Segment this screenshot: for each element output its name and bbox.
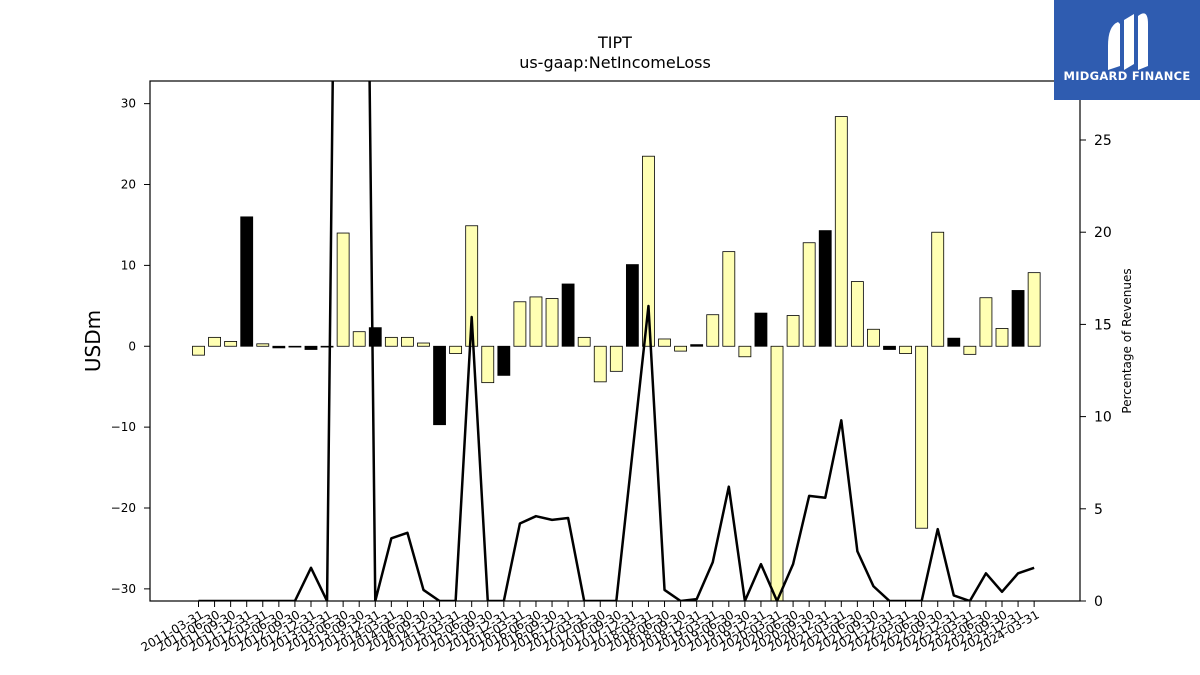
y-tick-label: −20	[111, 501, 136, 515]
bar	[208, 336, 221, 347]
bar	[288, 345, 302, 348]
bar	[995, 328, 1009, 347]
bar	[770, 345, 784, 601]
axes: −30−20−10010203005101520252011-03-312011…	[111, 97, 1112, 655]
bar	[272, 345, 286, 349]
bar	[625, 264, 639, 347]
bar	[802, 242, 816, 347]
y-tick-label: 0	[128, 339, 136, 353]
bar-series	[192, 116, 1041, 601]
bar	[609, 345, 623, 372]
bar	[336, 232, 350, 347]
brand-logo: MIDGARD FINANCE	[1054, 0, 1200, 100]
bar	[561, 283, 575, 347]
bar	[577, 336, 591, 347]
plot-frame	[149, 80, 1081, 602]
y2-axis-label: Percentage of Revenues	[1120, 268, 1134, 413]
bar	[706, 314, 720, 347]
y2-tick-label: 15	[1094, 317, 1112, 333]
bar	[304, 345, 318, 350]
bar	[690, 344, 704, 347]
bar	[240, 216, 254, 347]
bar	[658, 338, 671, 347]
bar	[513, 301, 527, 347]
bar	[449, 345, 463, 354]
bar	[529, 296, 543, 347]
bar	[722, 251, 736, 347]
bar	[497, 345, 511, 376]
bar	[850, 281, 864, 347]
bar	[931, 231, 945, 347]
chart-subtitle: us-gaap:NetIncomeLoss	[519, 53, 711, 72]
bar	[192, 345, 205, 356]
bar	[256, 343, 270, 347]
y-tick-label: −10	[111, 420, 136, 434]
bar	[545, 298, 559, 347]
logo-mark-icon	[1108, 13, 1148, 70]
bar	[786, 315, 800, 347]
bar	[963, 345, 977, 355]
bar	[674, 345, 687, 352]
y-tick-label: 30	[121, 97, 136, 111]
y2-tick-label: 5	[1094, 502, 1103, 518]
y2-tick-label: 10	[1094, 410, 1112, 426]
bar	[481, 345, 495, 384]
bar	[593, 345, 607, 383]
y2-tick-label: 0	[1094, 594, 1103, 610]
y2-tick-label: 20	[1094, 225, 1112, 241]
bar	[834, 116, 848, 347]
bar	[979, 297, 993, 347]
bar	[401, 336, 414, 347]
bar	[642, 155, 655, 347]
percentage-line	[198, 81, 1035, 601]
chart-title: TIPT	[597, 33, 632, 52]
bar	[368, 327, 382, 347]
y-tick-label: −30	[111, 582, 136, 596]
bar	[1027, 272, 1041, 347]
bar	[899, 345, 912, 354]
y-tick-label: 10	[121, 258, 136, 272]
bar	[754, 312, 768, 347]
bar	[738, 345, 752, 358]
bar	[947, 337, 961, 347]
bar	[867, 328, 880, 347]
bar	[417, 342, 430, 347]
bar	[433, 345, 446, 426]
bar	[465, 225, 479, 347]
y-tick-label: 20	[121, 178, 136, 192]
bar	[224, 340, 238, 347]
bar	[915, 345, 929, 529]
bar	[1011, 290, 1025, 347]
bar	[352, 331, 366, 347]
y2-tick-label: 25	[1094, 133, 1112, 149]
brand-name: MIDGARD FINANCE	[1063, 69, 1191, 83]
line-series	[198, 81, 1035, 601]
bar	[883, 345, 896, 350]
bar	[818, 230, 832, 347]
bar	[320, 345, 334, 348]
bar	[384, 336, 398, 347]
y-axis-label: USDm	[81, 310, 105, 372]
